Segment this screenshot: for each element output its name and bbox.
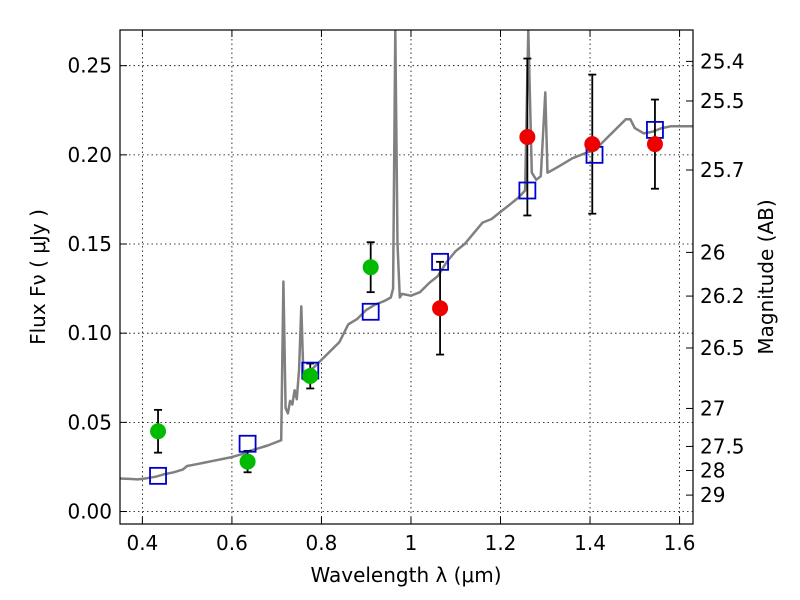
y-tick-label: 0.00 bbox=[67, 500, 112, 524]
y-axis-label: Flux Fν ( μJy ) bbox=[26, 209, 50, 345]
y-tick-label: 0.15 bbox=[67, 232, 112, 256]
green-data-point bbox=[302, 367, 319, 384]
y2-axis-label: Magnitude (AB) bbox=[754, 199, 778, 354]
axis-ticks: 0.4 0.6 0.8 1 1.2 1.4 1.6 0.00 0.05 0.10 0.15 0.20 0… bbox=[67, 30, 745, 555]
plot-background bbox=[120, 30, 693, 524]
y2-tick-label: 27.5 bbox=[700, 434, 745, 458]
model-spectrum-layer bbox=[120, 30, 693, 481]
y-tick-label: 0.20 bbox=[67, 143, 112, 167]
grid-lines bbox=[120, 30, 693, 524]
y-tick-label: 0.10 bbox=[67, 321, 112, 345]
green-data-point bbox=[239, 453, 256, 470]
red-data-point bbox=[646, 136, 663, 153]
x-tick-label: 1.6 bbox=[664, 531, 696, 555]
model-photometry-square bbox=[431, 252, 449, 271]
y2-tick-label: 26.2 bbox=[700, 284, 745, 308]
y2-tick-label: 25.7 bbox=[700, 158, 745, 182]
x-axis-label: Wavelength λ (μm) bbox=[310, 563, 501, 587]
model-photometry-square bbox=[238, 434, 257, 453]
y-tick-label: 0.25 bbox=[67, 54, 112, 78]
y2-tick-label: 29 bbox=[700, 483, 725, 507]
x-tick-label: 0.8 bbox=[306, 531, 338, 555]
y2-tick-label: 25.5 bbox=[700, 89, 745, 113]
x-tick-label: 0.6 bbox=[216, 531, 248, 555]
model-photometry-square bbox=[361, 302, 380, 321]
model-photometry-square bbox=[518, 181, 537, 200]
x-tick-label: 1.2 bbox=[485, 531, 517, 555]
photometry-layer bbox=[149, 57, 664, 485]
y2-tick-label: 25.4 bbox=[700, 49, 745, 73]
plot-frame bbox=[119, 29, 694, 525]
y2-tick-label: 27 bbox=[700, 396, 725, 420]
red-data-point bbox=[519, 129, 536, 146]
red-data-point bbox=[432, 300, 449, 317]
x-tick-label: 1 bbox=[405, 531, 418, 555]
y2-tick-label: 28 bbox=[700, 458, 725, 482]
green-data-point bbox=[362, 259, 379, 276]
x-tick-label: 1.4 bbox=[574, 531, 606, 555]
green-data-point bbox=[150, 423, 167, 440]
red-data-point bbox=[584, 136, 601, 153]
y2-tick-label: 26.5 bbox=[700, 336, 745, 360]
x-tick-label: 0.4 bbox=[126, 531, 158, 555]
model-photometry-square bbox=[149, 466, 167, 485]
y-tick-label: 0.05 bbox=[67, 410, 112, 434]
y2-tick-label: 26 bbox=[700, 240, 725, 264]
model-spectrum-line bbox=[120, 30, 693, 481]
